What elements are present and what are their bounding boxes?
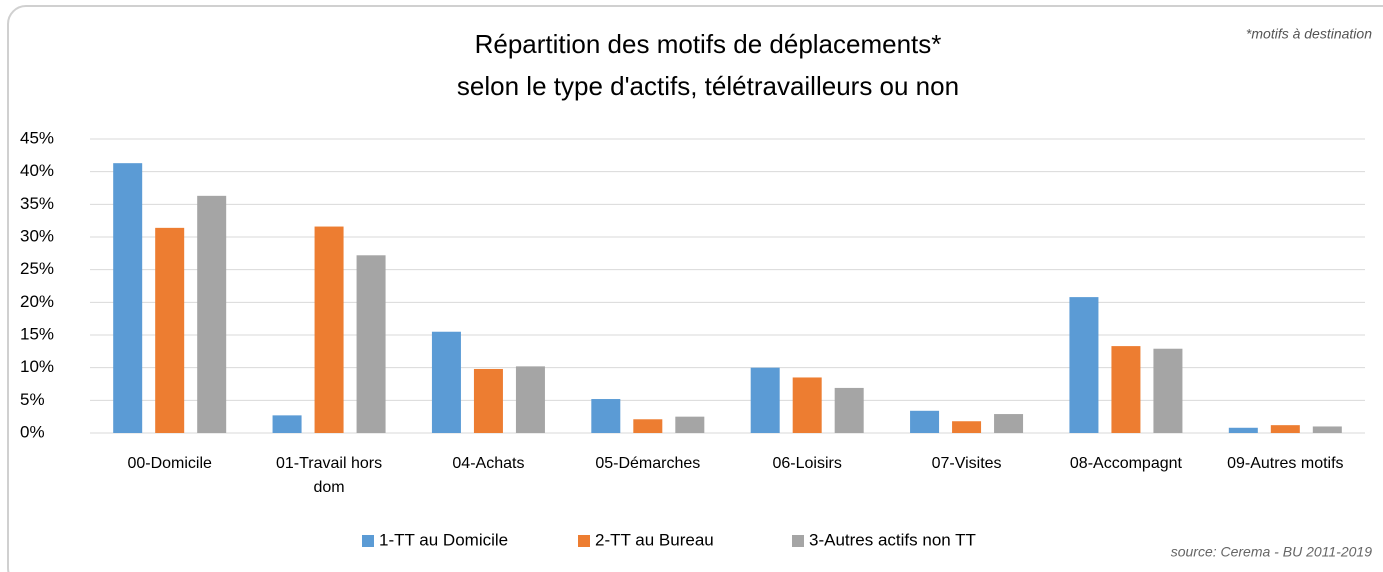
bar: [113, 163, 143, 433]
legend-swatch: [362, 535, 374, 547]
bar: [1069, 297, 1099, 433]
bar: [515, 366, 545, 433]
y-tick-label: 25%: [20, 259, 54, 278]
bar: [750, 367, 780, 433]
bar: [1111, 346, 1141, 433]
y-tick-label: 35%: [20, 194, 54, 213]
x-tick-label: 05-Démarches: [595, 455, 701, 472]
bar: [431, 331, 461, 433]
annotation: *motifs à destination: [1246, 26, 1372, 42]
bar: [314, 226, 344, 433]
bar: [473, 368, 503, 433]
legend-swatch: [578, 535, 590, 547]
x-tick-label: 04-Achats: [452, 455, 525, 472]
bar: [633, 419, 663, 433]
legend-label: 1-TT au Domicile: [379, 530, 508, 549]
bar: [1228, 427, 1258, 433]
y-tick-label: 40%: [20, 161, 54, 180]
chart-title: Répartition des motifs de déplacements*: [475, 29, 942, 59]
x-tick-label: 09-Autres motifs: [1227, 455, 1344, 472]
bar: [1153, 348, 1183, 433]
x-tick-label: 08-Accompagnt: [1069, 455, 1182, 472]
bar: [197, 195, 227, 433]
chart-title: selon le type d'actifs, télétravailleurs…: [457, 71, 959, 101]
frame: [7, 5, 1383, 572]
y-tick-label: 10%: [20, 357, 54, 376]
x-tick-label: 07-Visites: [931, 455, 1002, 472]
legend-swatch: [792, 535, 804, 547]
bar: [952, 421, 982, 433]
x-tick-label: 01-Travail hors dom: [276, 455, 383, 496]
bar: [792, 377, 822, 433]
bar: [591, 399, 621, 433]
bar: [675, 416, 705, 433]
y-tick-label: 0%: [20, 422, 45, 441]
bar: [910, 410, 940, 433]
x-tick-label: 00-Domicile: [127, 455, 212, 472]
annotation: source: Cerema - BU 2011-2019: [1171, 544, 1372, 560]
y-tick-label: 45%: [20, 128, 54, 147]
y-tick-label: 20%: [20, 292, 54, 311]
legend-label: 2-TT au Bureau: [595, 530, 714, 549]
x-tick-label: 06-Loisirs: [772, 455, 842, 472]
bar: [155, 227, 185, 433]
bar: [834, 387, 864, 433]
legend-label: 3-Autres actifs non TT: [809, 530, 976, 549]
bar: [1270, 425, 1300, 433]
y-tick-label: 5%: [20, 390, 45, 409]
y-tick-label: 15%: [20, 324, 54, 343]
bar: [994, 414, 1024, 433]
bar: [1312, 426, 1342, 433]
bar: [356, 255, 386, 433]
y-tick-label: 30%: [20, 226, 54, 245]
bar: [272, 415, 302, 433]
